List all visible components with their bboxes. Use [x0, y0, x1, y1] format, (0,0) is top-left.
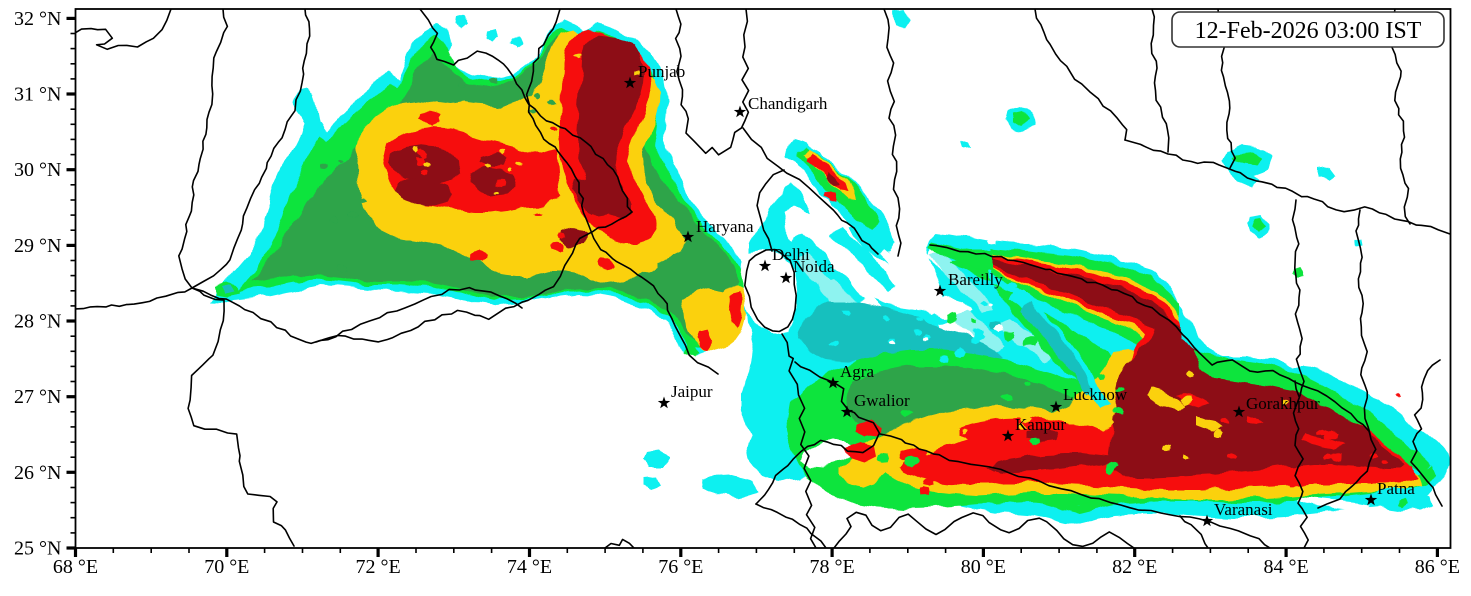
- svg-text:74 °E: 74 °E: [507, 556, 552, 578]
- svg-text:Jaipur: Jaipur: [671, 382, 713, 401]
- svg-text:Bareilly: Bareilly: [948, 270, 1003, 289]
- svg-text:Noida: Noida: [793, 257, 835, 276]
- svg-text:Delhi: Delhi: [772, 245, 810, 264]
- svg-text:Haryana: Haryana: [696, 217, 754, 236]
- svg-text:Punjab: Punjab: [638, 62, 685, 81]
- svg-text:Gorakhpur: Gorakhpur: [1246, 394, 1320, 413]
- svg-text:Agra: Agra: [840, 362, 874, 381]
- svg-text:12-Feb-2026 03:00 IST: 12-Feb-2026 03:00 IST: [1195, 18, 1422, 44]
- svg-text:84 °E: 84 °E: [1263, 556, 1308, 578]
- svg-text:86 °E: 86 °E: [1415, 556, 1460, 578]
- svg-text:78 °E: 78 °E: [809, 556, 854, 578]
- svg-text:70 °E: 70 °E: [204, 556, 249, 578]
- svg-text:28 °N: 28 °N: [14, 311, 61, 333]
- svg-text:Varanasi: Varanasi: [1214, 500, 1273, 519]
- svg-text:Gwalior: Gwalior: [854, 391, 910, 410]
- svg-text:31 °N: 31 °N: [14, 84, 61, 106]
- svg-text:32 °N: 32 °N: [14, 8, 61, 30]
- svg-text:Lucknow: Lucknow: [1063, 385, 1128, 404]
- svg-text:72 °E: 72 °E: [355, 556, 400, 578]
- svg-text:Kanpur: Kanpur: [1015, 415, 1066, 434]
- svg-text:29 °N: 29 °N: [14, 235, 61, 257]
- svg-text:82 °E: 82 °E: [1112, 556, 1157, 578]
- svg-text:80 °E: 80 °E: [961, 556, 1006, 578]
- svg-text:76 °E: 76 °E: [658, 556, 703, 578]
- svg-text:26 °N: 26 °N: [14, 462, 61, 484]
- svg-text:Patna: Patna: [1377, 479, 1415, 498]
- svg-text:30 °N: 30 °N: [14, 159, 61, 181]
- svg-text:Chandigarh: Chandigarh: [748, 94, 828, 113]
- svg-text:68 °E: 68 °E: [53, 556, 98, 578]
- svg-text:27 °N: 27 °N: [14, 386, 61, 408]
- svg-text:25 °N: 25 °N: [14, 538, 61, 560]
